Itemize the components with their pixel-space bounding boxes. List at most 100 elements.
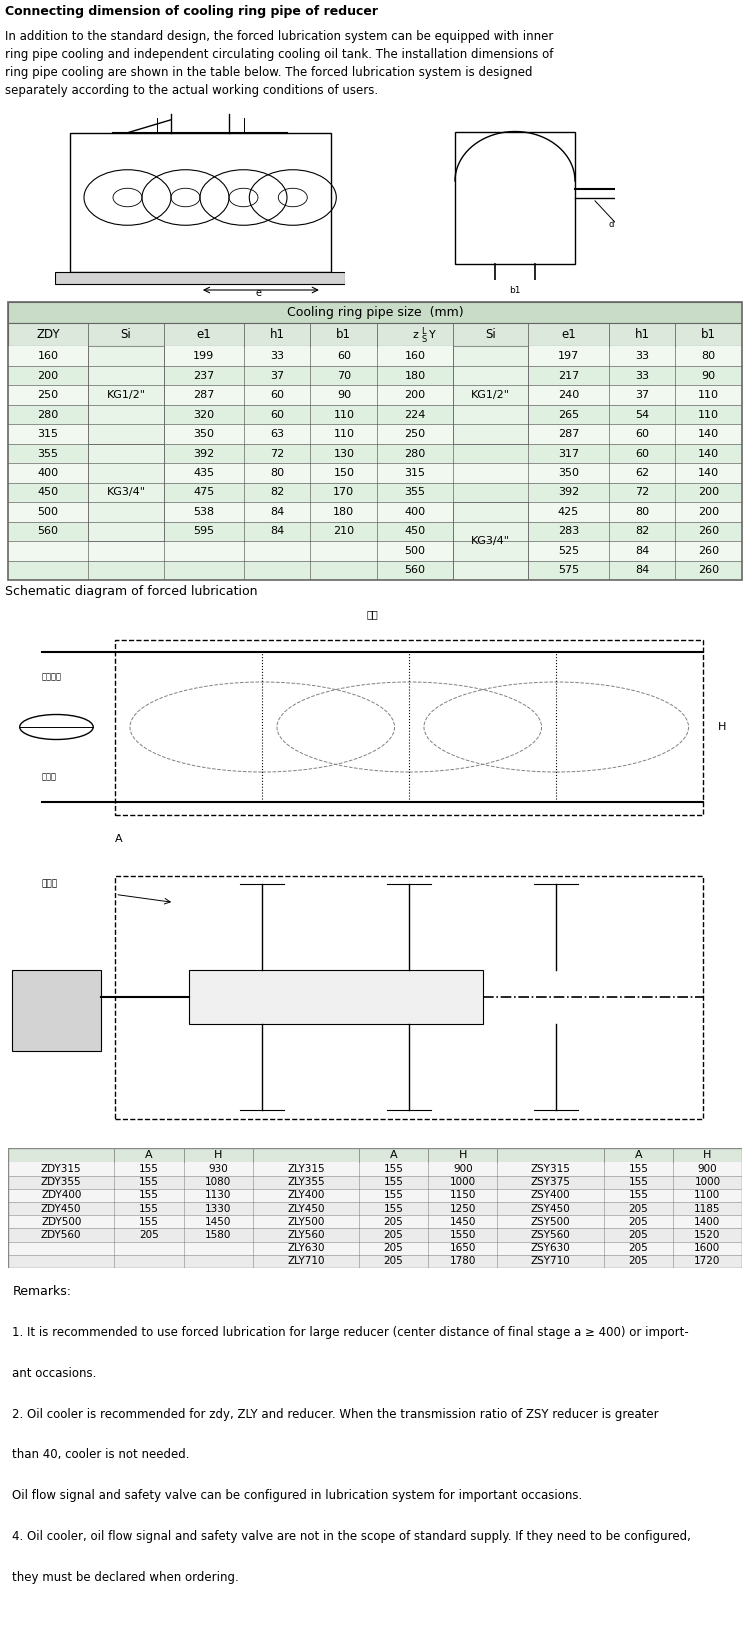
Text: 63: 63 bbox=[270, 429, 284, 439]
Text: 280: 280 bbox=[404, 449, 426, 459]
Bar bbox=[8, 502, 742, 521]
Text: 补油: 补油 bbox=[367, 610, 378, 620]
Text: 180: 180 bbox=[333, 506, 355, 516]
Text: 155: 155 bbox=[384, 1190, 404, 1200]
Text: 155: 155 bbox=[139, 1190, 159, 1200]
Text: 160: 160 bbox=[404, 351, 425, 361]
Text: h1: h1 bbox=[634, 328, 650, 341]
Text: 392: 392 bbox=[193, 449, 214, 459]
Text: A: A bbox=[146, 1151, 153, 1160]
Text: 283: 283 bbox=[558, 526, 579, 536]
Text: 205: 205 bbox=[628, 1203, 648, 1213]
Text: b1: b1 bbox=[336, 328, 351, 341]
Text: 205: 205 bbox=[628, 1216, 648, 1228]
Polygon shape bbox=[55, 272, 345, 285]
Text: Connecting dimension of cooling ring pipe of reducer: Connecting dimension of cooling ring pip… bbox=[5, 5, 378, 18]
Text: 84: 84 bbox=[270, 526, 284, 536]
Text: 1100: 1100 bbox=[694, 1190, 721, 1200]
Text: 130: 130 bbox=[333, 449, 354, 459]
Text: 1550: 1550 bbox=[449, 1229, 476, 1241]
Text: ZSY315: ZSY315 bbox=[530, 1164, 571, 1174]
Text: 500: 500 bbox=[404, 546, 425, 556]
Text: 110: 110 bbox=[333, 429, 354, 439]
Text: 205: 205 bbox=[628, 1257, 648, 1267]
Text: 60: 60 bbox=[337, 351, 351, 361]
Text: 317: 317 bbox=[558, 449, 579, 459]
Text: 155: 155 bbox=[139, 1203, 159, 1213]
Bar bbox=[8, 1255, 742, 1269]
Text: 1130: 1130 bbox=[205, 1190, 231, 1200]
Text: ZLY500: ZLY500 bbox=[287, 1216, 325, 1228]
Text: Remarks:: Remarks: bbox=[13, 1285, 71, 1298]
Text: 110: 110 bbox=[333, 410, 354, 420]
Text: ZLY560: ZLY560 bbox=[287, 1229, 325, 1241]
Text: 70: 70 bbox=[337, 370, 351, 380]
Text: 磁感应器: 磁感应器 bbox=[42, 672, 62, 682]
Bar bbox=[8, 302, 742, 323]
Text: 200: 200 bbox=[38, 370, 58, 380]
Bar bbox=[8, 521, 742, 541]
Text: 155: 155 bbox=[628, 1164, 648, 1174]
Text: 560: 560 bbox=[38, 526, 58, 536]
Bar bbox=[8, 1201, 742, 1214]
Text: ZDY: ZDY bbox=[36, 328, 60, 341]
Text: Y: Y bbox=[429, 329, 436, 339]
Text: 1450: 1450 bbox=[205, 1216, 231, 1228]
Text: S: S bbox=[422, 334, 427, 344]
Text: ant occasions.: ant occasions. bbox=[13, 1367, 97, 1380]
Text: 155: 155 bbox=[384, 1203, 404, 1213]
Text: H: H bbox=[214, 1151, 222, 1160]
Text: 400: 400 bbox=[404, 506, 425, 516]
Text: 2. Oil cooler is recommended for zdy, ZLY and reducer. When the transmission rat: 2. Oil cooler is recommended for zdy, ZL… bbox=[13, 1408, 659, 1421]
Text: 320: 320 bbox=[194, 410, 214, 420]
Text: 450: 450 bbox=[404, 526, 425, 536]
Text: 160: 160 bbox=[38, 351, 58, 361]
Text: ZLY630: ZLY630 bbox=[287, 1244, 325, 1254]
Text: 4. Oil cooler, oil flow signal and safety valve are not in the scope of standard: 4. Oil cooler, oil flow signal and safet… bbox=[13, 1531, 692, 1542]
Text: 1780: 1780 bbox=[449, 1257, 476, 1267]
Text: 155: 155 bbox=[628, 1177, 648, 1187]
Text: 1330: 1330 bbox=[205, 1203, 231, 1213]
Text: 560: 560 bbox=[404, 565, 425, 575]
Text: 155: 155 bbox=[139, 1177, 159, 1187]
Text: ZLY710: ZLY710 bbox=[287, 1257, 325, 1267]
Text: ZSY450: ZSY450 bbox=[531, 1203, 571, 1213]
Text: 1520: 1520 bbox=[694, 1229, 721, 1241]
Text: 80: 80 bbox=[270, 469, 284, 479]
Text: ZLY315: ZLY315 bbox=[287, 1164, 325, 1174]
Text: ZDY315: ZDY315 bbox=[41, 1164, 82, 1174]
Text: 155: 155 bbox=[139, 1216, 159, 1228]
Text: 150: 150 bbox=[333, 469, 354, 479]
Bar bbox=[8, 1228, 742, 1242]
Text: 60: 60 bbox=[270, 390, 284, 400]
Text: ZSY400: ZSY400 bbox=[531, 1190, 570, 1200]
Bar bbox=[8, 365, 742, 385]
Bar bbox=[8, 1188, 742, 1201]
Bar bbox=[8, 1162, 742, 1175]
Text: e: e bbox=[255, 287, 261, 298]
Text: ZSY560: ZSY560 bbox=[531, 1229, 571, 1241]
Text: 180: 180 bbox=[404, 370, 425, 380]
Text: 930: 930 bbox=[209, 1164, 228, 1174]
Text: 80: 80 bbox=[634, 506, 649, 516]
Text: 37: 37 bbox=[634, 390, 649, 400]
Text: ZSY710: ZSY710 bbox=[531, 1257, 571, 1267]
Text: 90: 90 bbox=[337, 390, 351, 400]
Text: 350: 350 bbox=[558, 469, 579, 479]
Text: 54: 54 bbox=[634, 410, 649, 420]
Text: A: A bbox=[116, 834, 123, 844]
Text: 205: 205 bbox=[384, 1229, 404, 1241]
Text: 155: 155 bbox=[139, 1164, 159, 1174]
Text: 237: 237 bbox=[193, 370, 214, 380]
Text: 72: 72 bbox=[634, 487, 649, 497]
Text: Si: Si bbox=[485, 328, 496, 341]
Text: KG1/2": KG1/2" bbox=[471, 390, 510, 400]
Text: 170: 170 bbox=[333, 487, 355, 497]
Text: 1000: 1000 bbox=[450, 1177, 476, 1187]
Text: 1150: 1150 bbox=[449, 1190, 476, 1200]
Text: H: H bbox=[704, 1151, 712, 1160]
Text: 205: 205 bbox=[628, 1244, 648, 1254]
Text: 900: 900 bbox=[698, 1164, 717, 1174]
Text: 82: 82 bbox=[634, 526, 649, 536]
Text: KG1/2": KG1/2" bbox=[106, 390, 146, 400]
